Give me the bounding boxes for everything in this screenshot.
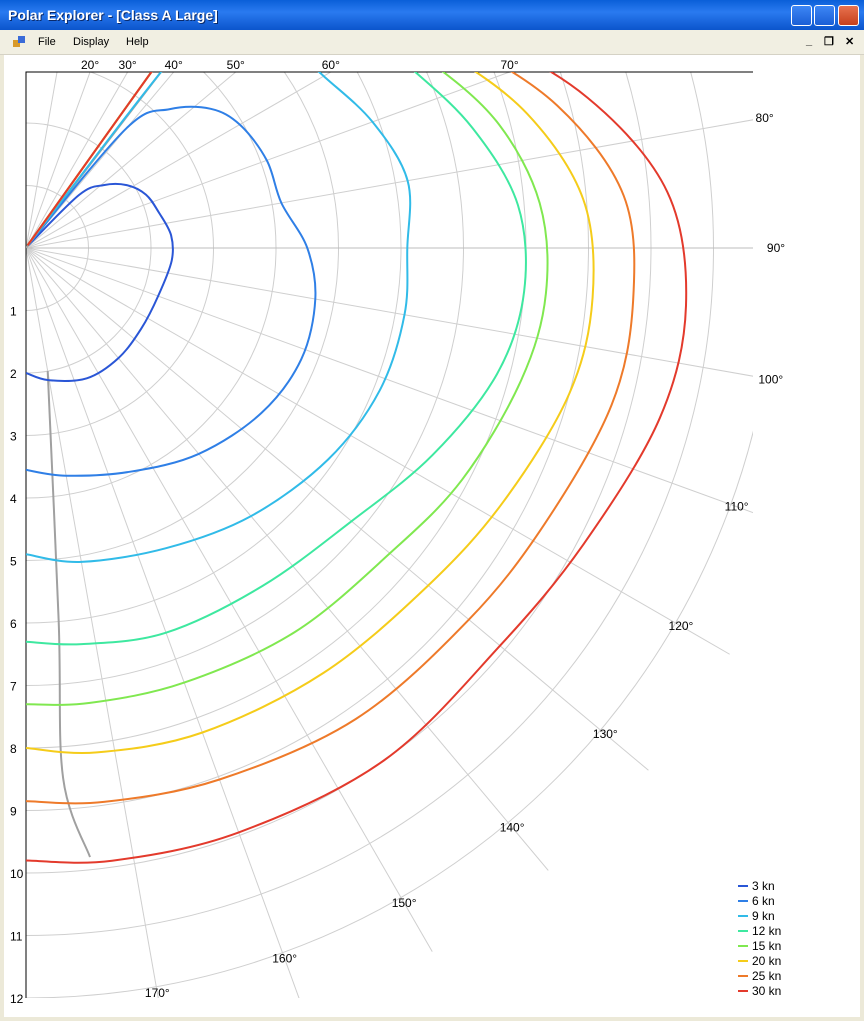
menu-display[interactable]: Display (73, 36, 110, 48)
angle-tick-label: 170° (145, 986, 170, 1000)
mdi-restore-icon[interactable]: ❐ (824, 36, 834, 48)
angle-tick-label: 100° (758, 372, 783, 386)
series-line (26, 72, 636, 805)
mdi-close-icon[interactable]: ✕ (845, 36, 855, 48)
grid-spoke (26, 72, 237, 249)
series-line (26, 72, 595, 754)
grid-spoke (26, 247, 753, 377)
radius-tick-label: 11 (10, 930, 23, 944)
menu-help[interactable]: Help (126, 36, 149, 48)
angle-tick-label: 160° (272, 952, 297, 966)
grid-circle (26, 72, 464, 686)
grid-spoke (26, 247, 753, 514)
menu-file[interactable]: File (38, 36, 56, 48)
grid-circle (26, 429, 753, 998)
series-line (26, 72, 688, 864)
radius-tick-label: 12 (10, 992, 24, 1006)
axis-frame (25, 71, 753, 998)
radius-tick-label: 2 (10, 367, 17, 381)
window-title: Polar Explorer - [Class A Large] (8, 7, 218, 23)
mdi-minimize-icon[interactable]: _ (806, 35, 813, 47)
grid-spoke (26, 247, 300, 998)
radius-tick-label: 9 (10, 805, 17, 819)
radius-tick-label: 10 (10, 867, 24, 881)
legend-label: 15 kn (752, 939, 781, 953)
legend-label: 20 kn (752, 954, 781, 968)
grid-circle (26, 72, 652, 874)
angle-tick-label: 60° (322, 58, 340, 72)
series-line (26, 72, 527, 646)
grid-spoke (26, 247, 730, 655)
grid-spoke (26, 247, 159, 998)
radius-tick-label: 4 (10, 492, 17, 506)
radius-tick-label: 1 (10, 305, 17, 319)
grid-spoke (26, 72, 129, 249)
reference-curve-downwind-vmg (46, 371, 91, 858)
radius-tick-label: 5 (10, 555, 17, 569)
grid-spoke (26, 247, 649, 771)
angle-tick-label: 150° (392, 896, 417, 910)
legend-label: 9 kn (752, 909, 775, 923)
radius-tick-label: 8 (10, 742, 17, 756)
menu-bar: File Display Help _ ❐ ✕ (0, 30, 864, 55)
angle-tick-label: 90° (767, 241, 785, 255)
angle-tick-label: 20° (81, 58, 99, 72)
angle-tick-label: 30° (119, 58, 137, 72)
close-button[interactable] (838, 5, 859, 26)
grid-spoke (26, 72, 512, 249)
minimize-button[interactable] (791, 5, 812, 26)
maximize-button[interactable] (814, 5, 835, 26)
grid-circle (26, 72, 714, 936)
curves (26, 72, 688, 864)
grid-spoke (26, 72, 332, 249)
series-line (26, 105, 317, 477)
angle-tick-label: 130° (593, 727, 618, 741)
grid-spoke (26, 72, 91, 249)
app-icon[interactable] (13, 36, 25, 48)
grid-spoke (26, 247, 549, 871)
radius-tick-label: 7 (10, 680, 17, 694)
reference-curve-upwind-vmg (26, 72, 163, 249)
legend-label: 30 kn (752, 984, 781, 998)
angle-tick-label: 110° (725, 500, 749, 514)
radius-tick-label: 6 (10, 617, 17, 631)
grid-spoke (26, 119, 753, 249)
angle-tick-label: 50° (227, 58, 245, 72)
radius-tick-label: 3 (10, 430, 17, 444)
angle-tick-label: 40° (165, 58, 183, 72)
polar-grid (26, 72, 753, 998)
series-line (26, 72, 549, 706)
angle-tick-label: 120° (669, 619, 694, 633)
legend-label: 6 kn (752, 894, 775, 908)
plot-area: 1 2 3 4 5 6 7 8 9 10 11 12 20° 30° 40° 50° 60° 70° 80° 90° 1… (4, 55, 860, 1017)
grid-spoke (26, 72, 58, 249)
legend-label: 12 kn (752, 924, 781, 938)
angle-tick-label: 140° (500, 820, 525, 834)
grid-spoke (26, 247, 433, 952)
series-line (26, 72, 412, 563)
angle-tick-label: 70° (500, 58, 518, 72)
angle-tick-label: 80° (756, 111, 774, 125)
grid-circle (26, 72, 339, 561)
title-bar[interactable]: Polar Explorer - [Class A Large] (0, 0, 864, 30)
grid-spoke (26, 72, 175, 249)
legend-label: 3 kn (752, 879, 775, 893)
legend-label: 25 kn (752, 969, 781, 983)
series-line (26, 182, 174, 383)
